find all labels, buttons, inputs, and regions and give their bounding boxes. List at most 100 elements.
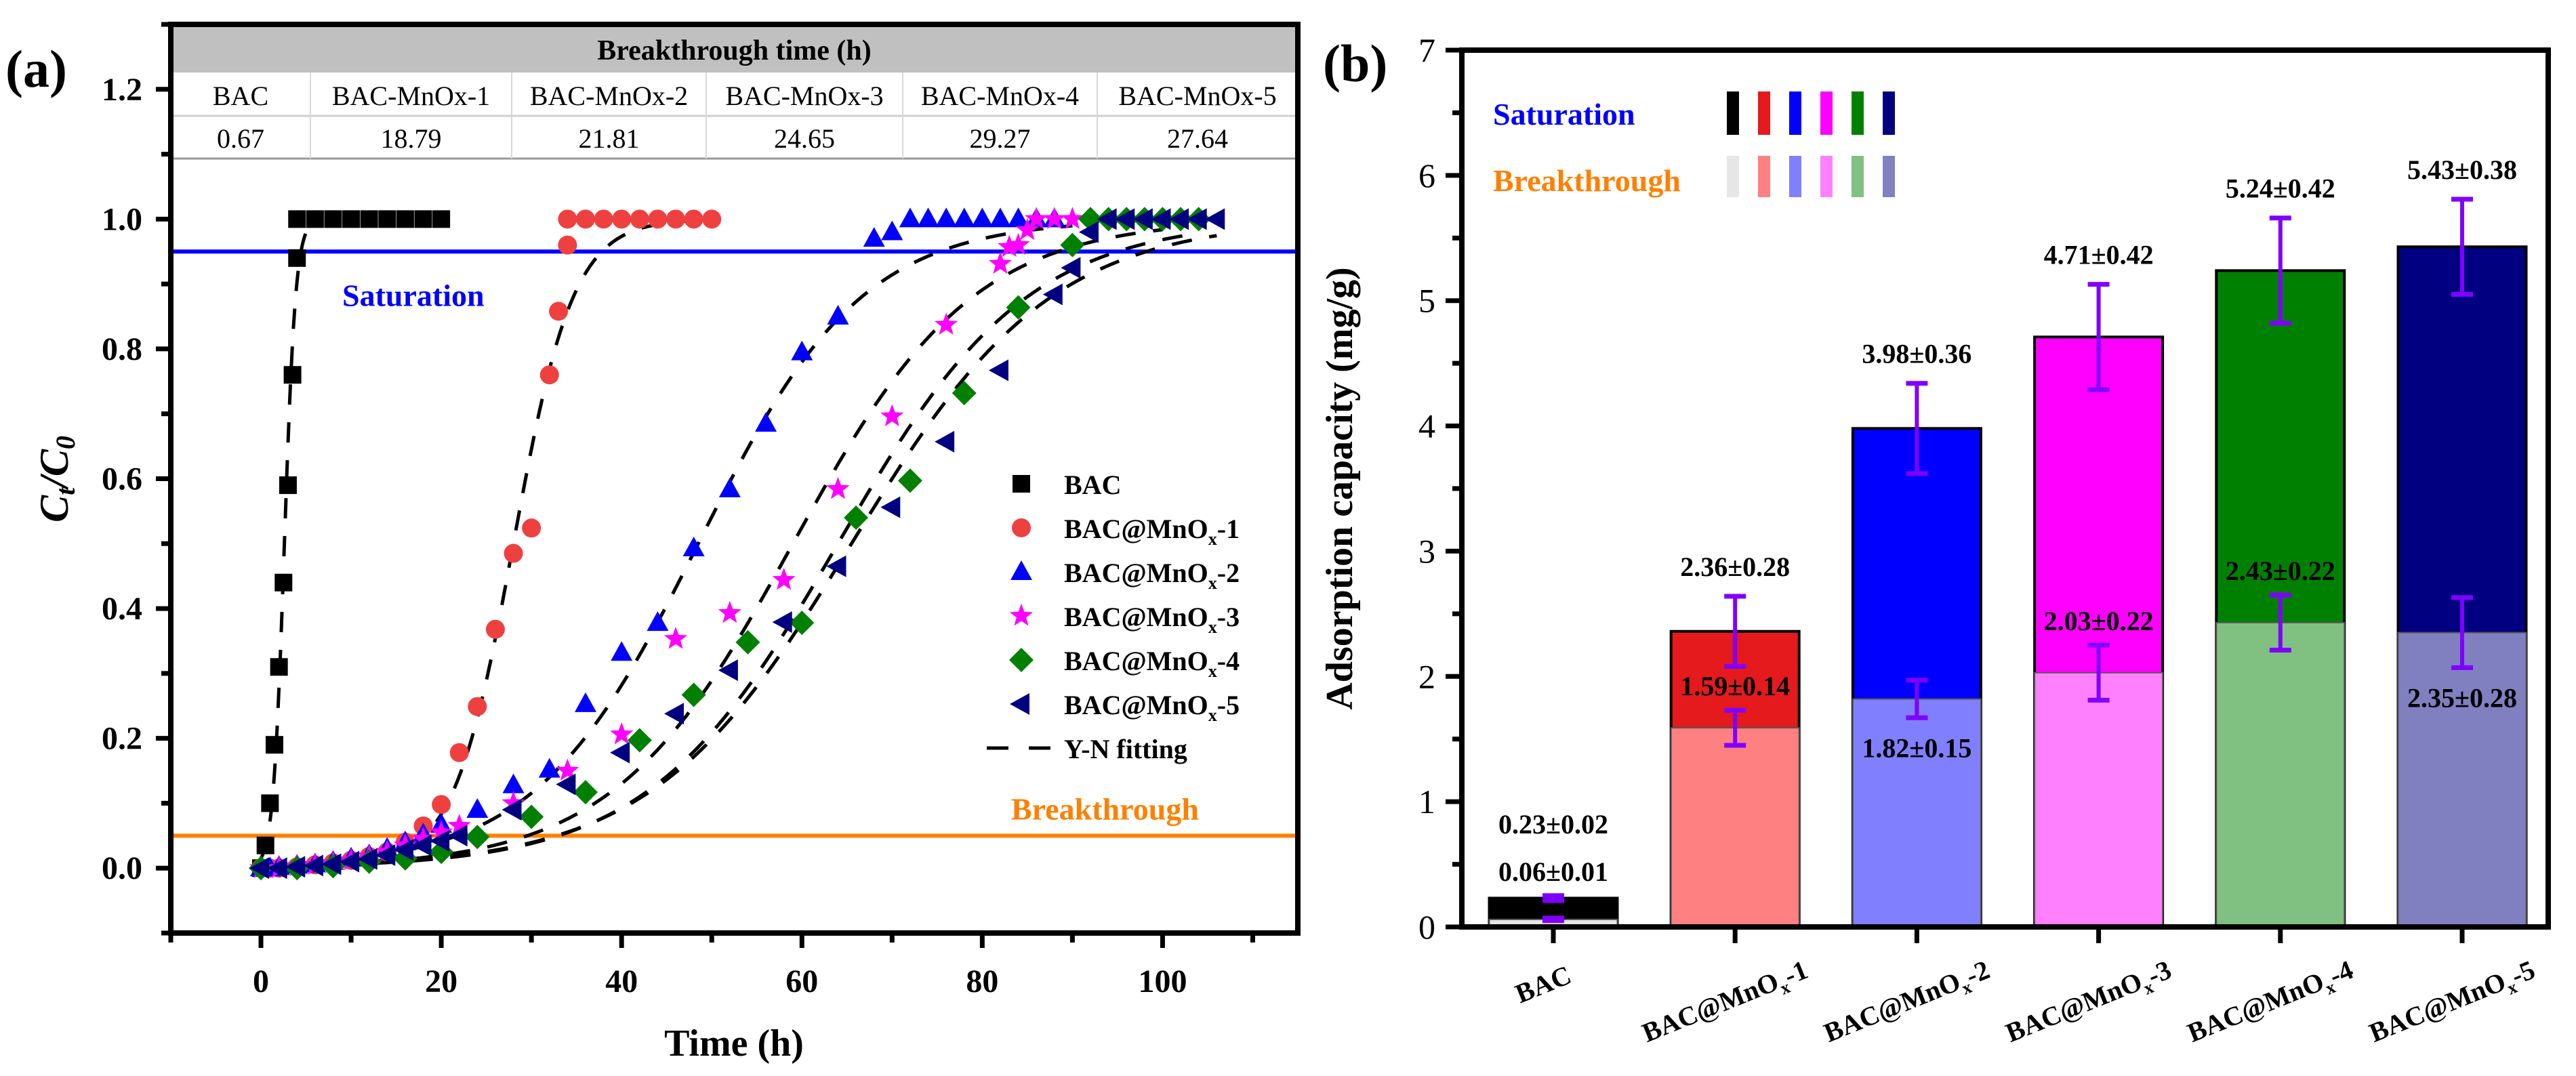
data-point bbox=[324, 210, 342, 228]
data-point bbox=[610, 741, 630, 764]
saturation-value-label: 0.23±0.02 bbox=[1498, 809, 1608, 840]
data-point bbox=[971, 207, 994, 228]
data-point bbox=[558, 235, 577, 255]
data-point bbox=[283, 366, 302, 384]
legend-marker bbox=[1012, 518, 1031, 537]
panel-a-breakthrough-curves: (a) Breakthrough time (h) BAC 0.67 BAC-MnOx… bbox=[5, 22, 1301, 1064]
label-part: x bbox=[1208, 661, 1217, 681]
fit-curve bbox=[261, 234, 1217, 869]
y-tick-label: 0.4 bbox=[102, 591, 142, 627]
data-point bbox=[594, 209, 613, 229]
data-point bbox=[1115, 208, 1135, 230]
data-point bbox=[522, 518, 541, 538]
data-point bbox=[447, 813, 471, 836]
panel-a-label: (a) bbox=[5, 39, 67, 98]
y-tick-label: 0.6 bbox=[102, 461, 142, 497]
data-point bbox=[396, 210, 414, 228]
bar-breakthrough bbox=[1670, 727, 1800, 928]
panel-b-adsorption-capacity: (b) 0.23±0.02 0.06±0.01 2.36±0.28 1.59±0.14… bbox=[1319, 31, 2551, 1048]
breakthrough-value-label: 2.35±0.28 bbox=[2407, 682, 2517, 713]
legend-swatch-breakthrough bbox=[1727, 156, 1739, 197]
bar-breakthrough bbox=[2397, 632, 2527, 928]
value-labels: 0.23±0.02 0.06±0.01 2.36±0.28 1.59±0.14 3.98… bbox=[1498, 154, 2517, 887]
legend-breakthrough-label: Breakthrough bbox=[1493, 163, 1681, 198]
data-point bbox=[274, 573, 293, 592]
legend-swatch-saturation bbox=[1789, 91, 1801, 135]
label-part: BAC@MnO bbox=[1064, 646, 1208, 676]
legend-label: BAC@MnOx-1 bbox=[1064, 514, 1240, 549]
data-point bbox=[935, 430, 955, 453]
data-point bbox=[393, 839, 413, 861]
legend-swatch-breakthrough bbox=[1883, 156, 1895, 197]
x-tick-label: 100 bbox=[1138, 964, 1187, 999]
legend-saturation-label: Saturation bbox=[1493, 97, 1635, 131]
data-point bbox=[664, 703, 684, 725]
label-part: -3 bbox=[1217, 602, 1240, 632]
data-point bbox=[357, 848, 377, 870]
label-part: -2 bbox=[1217, 558, 1240, 588]
label-part: BAC@MnO bbox=[1064, 514, 1208, 544]
bar-breakthrough bbox=[2215, 621, 2346, 928]
breakthrough-value-label: 2.43±0.22 bbox=[2226, 556, 2335, 586]
table-header-cell: BAC-MnOx-1 bbox=[332, 81, 490, 111]
y-tick-label: 2 bbox=[1418, 657, 1435, 695]
legend-label: BAC@MnOx-5 bbox=[1064, 690, 1240, 725]
x-tick-label: 20 bbox=[425, 964, 457, 999]
y-tick-label: 7 bbox=[1418, 31, 1435, 69]
data-point bbox=[989, 207, 1011, 228]
data-point bbox=[414, 210, 432, 228]
data-point bbox=[249, 857, 270, 880]
data-point bbox=[666, 209, 686, 229]
table-value-cell: 29.27 bbox=[970, 123, 1031, 154]
data-point bbox=[288, 210, 306, 228]
saturation-value-label: 4.71±0.42 bbox=[2044, 240, 2154, 270]
data-point bbox=[430, 829, 450, 852]
breakthrough-value-label: 1.59±0.14 bbox=[1680, 671, 1790, 701]
data-point bbox=[1061, 257, 1081, 279]
data-point bbox=[270, 658, 288, 676]
legend-swatch-saturation bbox=[1820, 91, 1833, 135]
error-bars bbox=[1542, 196, 2473, 924]
x-tick-label: 0 bbox=[253, 964, 269, 999]
data-point bbox=[627, 728, 652, 753]
label-part: -4 bbox=[1217, 646, 1240, 676]
data-point bbox=[1042, 283, 1063, 306]
reference-lines: Saturation Breakthrough bbox=[171, 249, 1298, 838]
legend-marker bbox=[1009, 648, 1034, 672]
y-tick-label: 3 bbox=[1418, 532, 1435, 570]
data-point bbox=[1151, 208, 1171, 230]
data-point bbox=[468, 697, 487, 716]
data-point bbox=[466, 798, 489, 819]
data-point bbox=[502, 791, 525, 813]
bar-breakthrough bbox=[1852, 698, 1982, 928]
data-point bbox=[539, 365, 559, 385]
saturation-value-label: 2.36±0.28 bbox=[1680, 552, 1790, 582]
table-value-cell: 24.65 bbox=[774, 123, 835, 154]
data-point bbox=[1132, 208, 1153, 230]
table-value-cell: 21.81 bbox=[579, 123, 640, 154]
data-point bbox=[647, 611, 669, 632]
table-value-cell: 27.64 bbox=[1167, 123, 1228, 154]
data-point bbox=[863, 227, 885, 247]
data-point bbox=[411, 827, 435, 849]
data-point bbox=[953, 207, 975, 228]
data-point bbox=[378, 210, 396, 228]
data-point bbox=[342, 210, 361, 228]
data-point bbox=[574, 692, 596, 712]
data-point bbox=[998, 234, 1021, 257]
table-header-cell: BAC-MnOx-4 bbox=[921, 81, 1079, 111]
y-axis-title-b: Adsorption capacity (mg/g) bbox=[1319, 267, 1361, 709]
label-part: BAC@MnO bbox=[1064, 558, 1208, 588]
saturation-value-label: 5.43±0.38 bbox=[2407, 154, 2517, 185]
panel-a-axes: 0 20 40 60 80 100 0.0 0.2 0.4 0.6 0.8 1.0 1.2 bbox=[102, 22, 1301, 999]
data-point bbox=[447, 825, 468, 847]
table-header-background bbox=[171, 24, 1298, 73]
legend-label-fit: Y-N fitting bbox=[1064, 734, 1187, 764]
table-title: Breakthrough time (h) bbox=[597, 35, 871, 66]
data-point bbox=[556, 758, 579, 781]
data-point bbox=[612, 209, 632, 229]
data-point bbox=[952, 381, 977, 406]
data-point bbox=[844, 505, 869, 530]
legend-marker bbox=[1009, 604, 1034, 626]
